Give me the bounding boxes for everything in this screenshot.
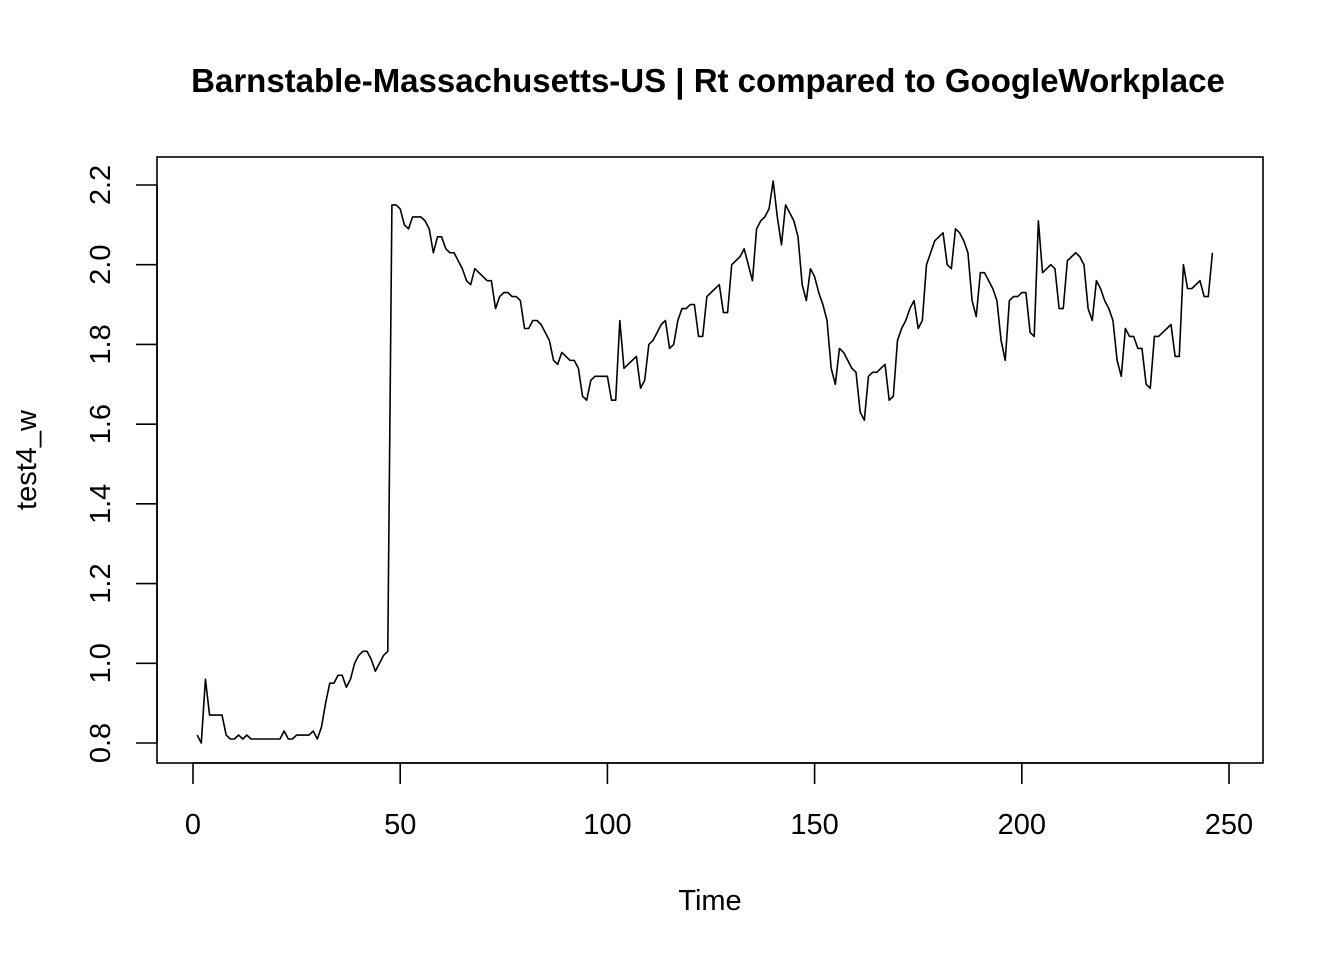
y-tick-label: 1.6 xyxy=(85,404,117,444)
series-group xyxy=(196,180,1214,744)
series-line xyxy=(196,180,1214,744)
x-axis-label: Time xyxy=(678,885,741,917)
y-tick-label: 2.2 xyxy=(85,165,117,205)
plot-frame xyxy=(156,156,1264,764)
y-tick-label: 2.0 xyxy=(85,245,117,285)
x-axis: 0 50 100 150 200 250 xyxy=(185,762,1253,841)
y-axis: 0.8 1.0 1.2 1.4 1.6 1.8 2.0 2.2 xyxy=(85,165,158,763)
x-tick-label: 0 xyxy=(185,809,201,841)
y-tick-label: 1.8 xyxy=(85,324,117,364)
y-tick-label: 1.0 xyxy=(85,643,117,683)
chart-title: Barnstable-Massachusetts-US | Rt compare… xyxy=(191,62,1225,99)
x-tick-label: 250 xyxy=(1205,809,1253,841)
y-tick-label: 0.8 xyxy=(85,723,117,763)
y-tick-label: 1.2 xyxy=(85,563,117,603)
y-axis-label: test4_w xyxy=(11,409,43,510)
y-tick-label: 1.4 xyxy=(85,484,117,524)
x-tick-label: 150 xyxy=(790,809,838,841)
x-tick-label: 50 xyxy=(384,809,416,841)
x-tick-label: 100 xyxy=(583,809,631,841)
x-tick-label: 200 xyxy=(998,809,1046,841)
